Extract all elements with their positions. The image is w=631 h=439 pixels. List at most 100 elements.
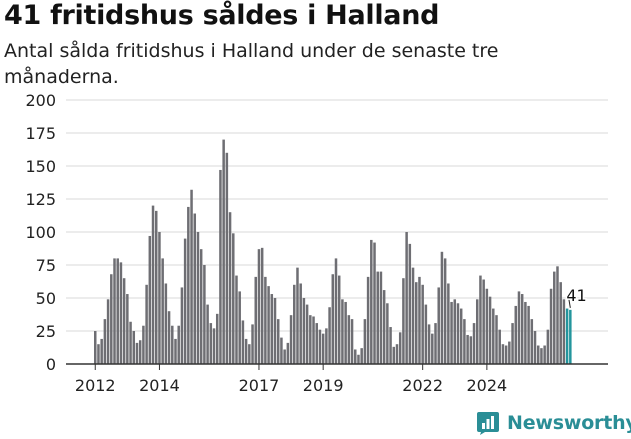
bar	[116, 258, 119, 364]
bar	[193, 213, 197, 364]
bar	[318, 329, 322, 364]
bar	[164, 283, 168, 364]
bar	[309, 315, 312, 364]
bar	[206, 304, 209, 364]
bar	[158, 232, 161, 364]
bar	[440, 251, 444, 364]
bar	[260, 247, 264, 364]
bar	[408, 243, 412, 364]
bar	[447, 283, 450, 364]
bar	[293, 284, 296, 364]
bar	[347, 315, 351, 364]
bar	[180, 287, 184, 364]
bar	[395, 344, 399, 364]
bar	[556, 266, 559, 364]
bar	[286, 342, 290, 364]
bar	[161, 258, 164, 364]
bar	[270, 294, 274, 364]
bar	[129, 321, 132, 364]
bar	[463, 319, 466, 364]
bar	[350, 319, 354, 364]
bar	[427, 324, 431, 364]
bar	[469, 336, 473, 364]
bar	[312, 316, 315, 364]
bar	[392, 346, 396, 364]
x-tick-label: 2014	[139, 376, 180, 395]
bar	[344, 301, 347, 364]
y-axis-labels: 0 25 50 75 100 125 150 175 200	[25, 91, 56, 374]
bar	[398, 332, 402, 364]
bar	[305, 304, 309, 364]
bar	[504, 345, 508, 364]
bar	[501, 344, 505, 364]
bar	[219, 169, 222, 364]
bar	[411, 267, 415, 364]
bar	[209, 323, 213, 364]
bar	[138, 340, 142, 364]
bar	[424, 304, 428, 364]
bar	[167, 311, 171, 364]
bar	[122, 278, 126, 364]
bar	[475, 299, 479, 364]
bar	[354, 349, 357, 364]
bar	[389, 327, 392, 364]
highlight-bar	[569, 309, 572, 364]
y-tick-label: 100	[25, 223, 56, 242]
bar	[244, 338, 248, 364]
bar	[331, 274, 335, 364]
bar	[283, 349, 286, 364]
bar	[386, 303, 389, 364]
bar	[276, 319, 280, 364]
y-tick-label: 175	[25, 124, 56, 143]
x-axis-labels: 2012 2014 2017 2019 2022 2024	[75, 376, 507, 395]
bar	[257, 249, 261, 364]
bar	[196, 232, 200, 364]
bar	[264, 276, 267, 364]
bar	[366, 276, 370, 364]
annotations: 41	[565, 284, 588, 308]
bar	[203, 265, 206, 364]
bar	[456, 303, 460, 364]
bar	[495, 315, 498, 364]
x-tick-label: 2017	[239, 376, 280, 395]
bar	[459, 308, 463, 364]
bar	[97, 344, 100, 364]
bar	[325, 328, 328, 364]
bar	[225, 152, 229, 364]
bar	[212, 328, 216, 364]
bar	[415, 282, 418, 364]
bar	[151, 205, 155, 364]
bar	[360, 348, 363, 364]
bar	[289, 315, 293, 364]
y-tick-label: 75	[36, 256, 56, 275]
bar	[315, 323, 318, 364]
bar	[328, 307, 331, 364]
bar	[337, 275, 341, 364]
bar	[222, 139, 225, 364]
bar	[302, 298, 306, 364]
bar	[174, 338, 177, 364]
bar	[357, 354, 360, 364]
bar	[132, 331, 136, 364]
bar	[543, 345, 546, 364]
y-tick-label: 0	[46, 355, 56, 374]
bar	[183, 238, 187, 364]
bar	[106, 299, 110, 364]
bar	[520, 294, 524, 364]
bar	[527, 305, 530, 364]
bar	[540, 348, 543, 364]
bar	[126, 294, 129, 364]
y-tick-label: 50	[36, 289, 56, 308]
bar	[142, 325, 145, 364]
bar	[492, 308, 495, 364]
bar	[553, 271, 556, 364]
bar	[421, 284, 424, 364]
bar	[546, 329, 550, 364]
x-axis	[66, 363, 608, 370]
bar	[431, 333, 434, 364]
bar	[241, 320, 245, 364]
bar	[379, 271, 383, 364]
bar	[154, 210, 158, 364]
highlight-bar	[565, 308, 569, 364]
